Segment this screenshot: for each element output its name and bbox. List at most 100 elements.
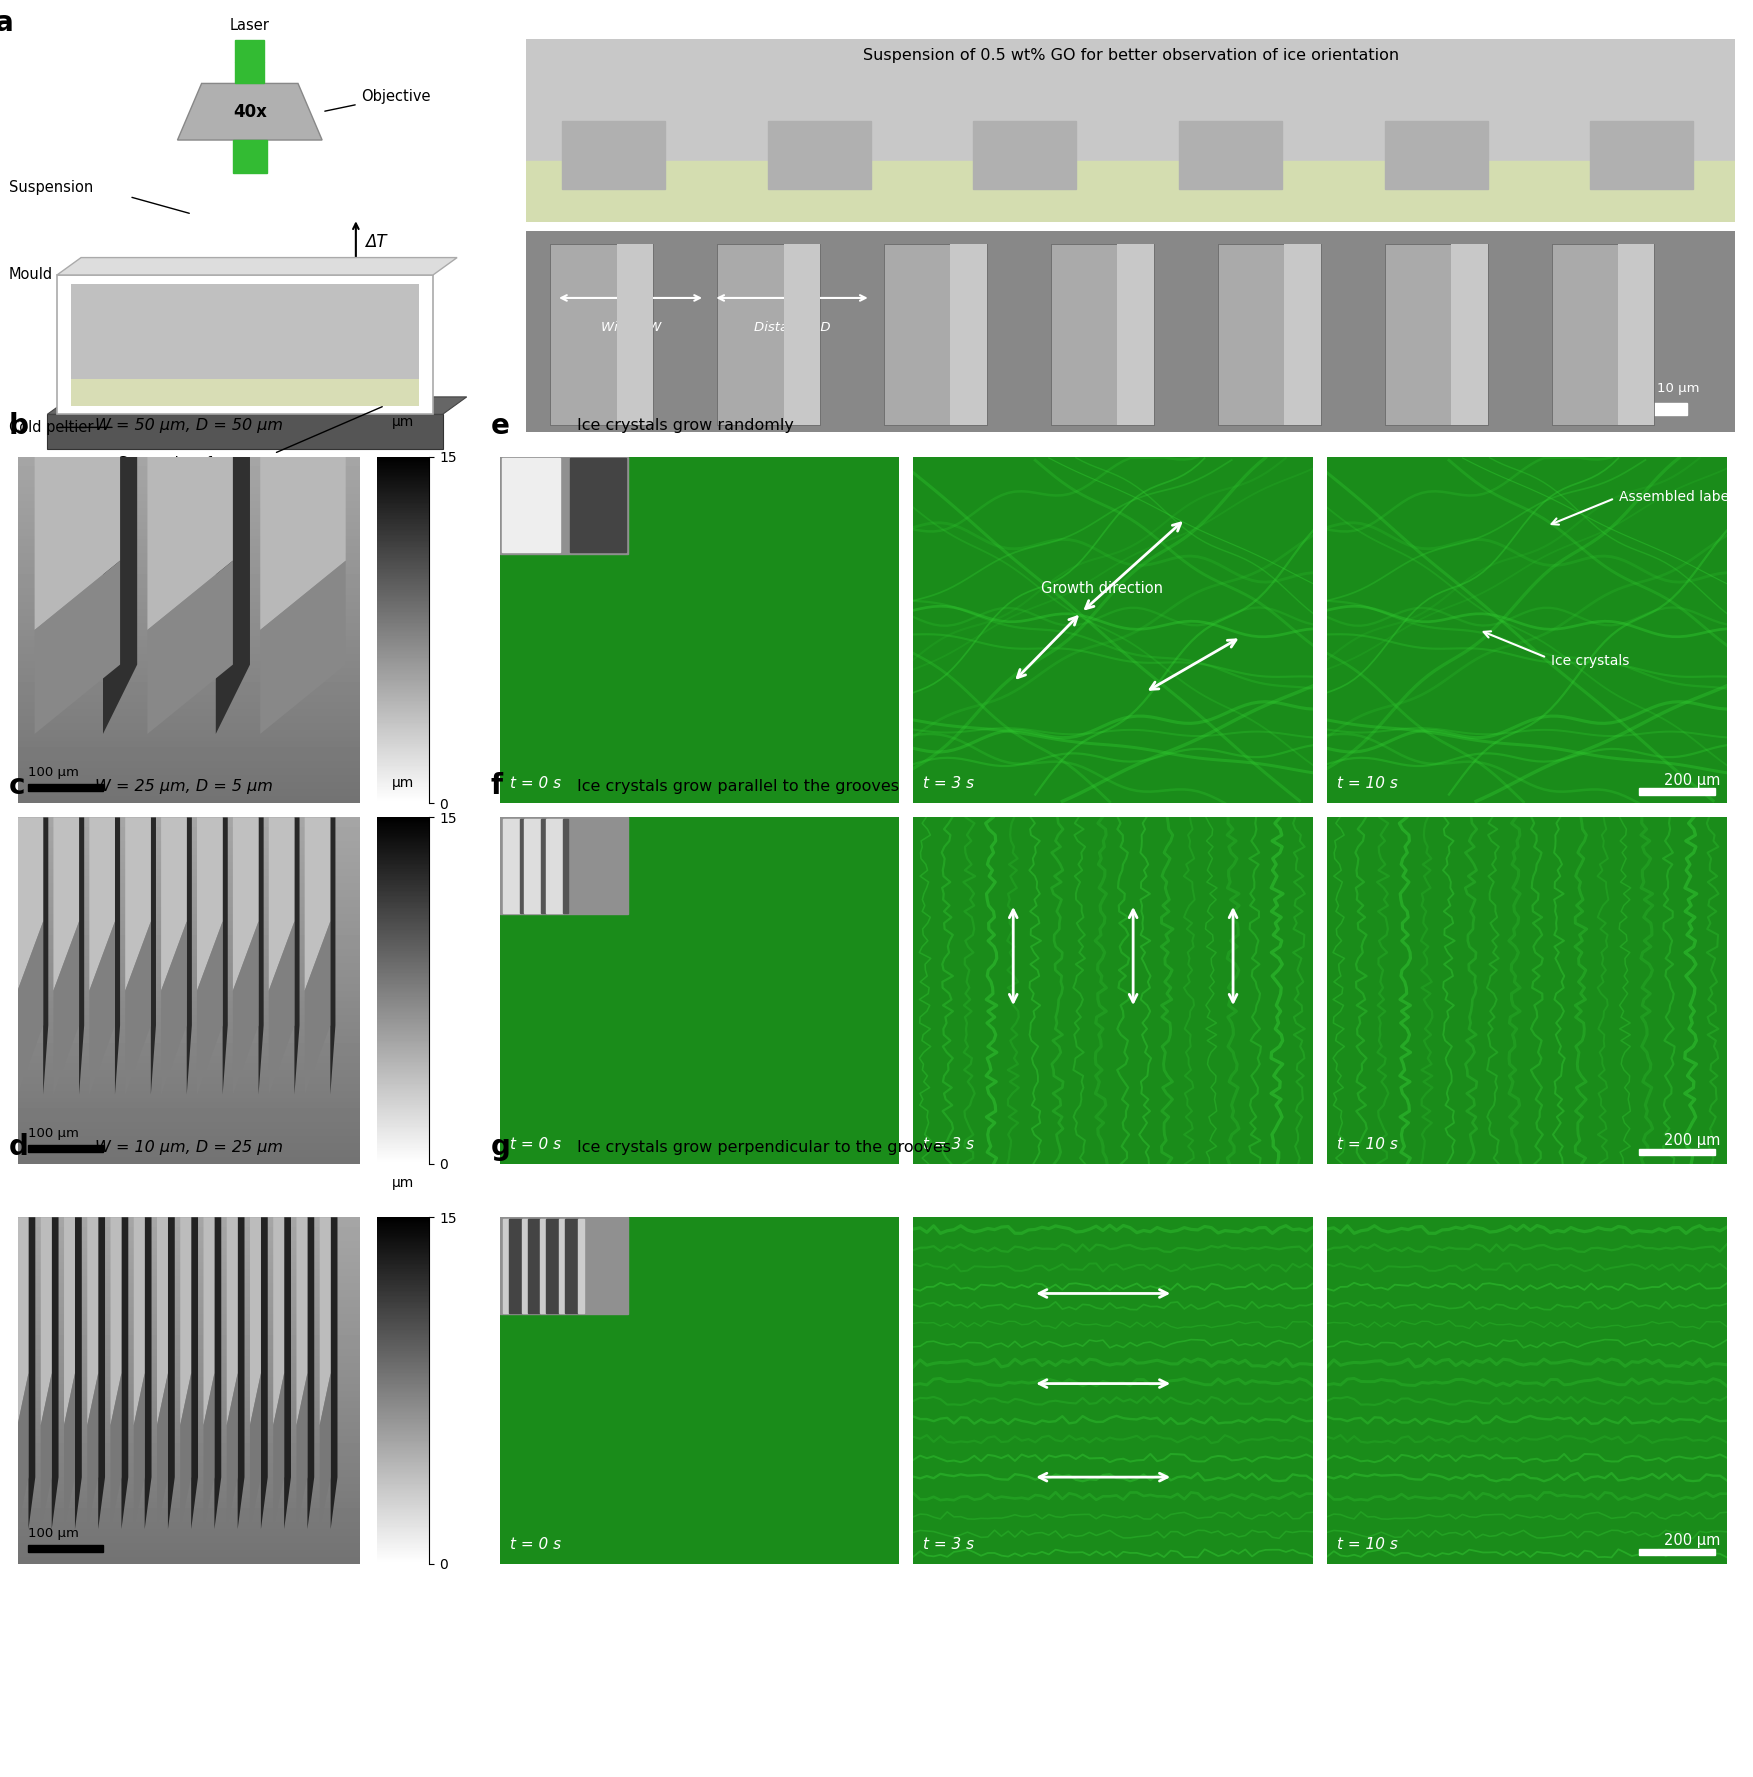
Bar	[500, 457, 628, 554]
Bar	[503, 1219, 508, 1313]
Polygon shape	[188, 817, 191, 1095]
Polygon shape	[161, 920, 188, 1095]
Polygon shape	[295, 817, 300, 1095]
Text: µm: µm	[393, 1176, 414, 1189]
Polygon shape	[331, 1217, 338, 1528]
Bar	[1639, 1550, 1714, 1555]
Text: 200 μm: 200 μm	[1664, 1134, 1721, 1148]
Bar	[1117, 245, 1153, 425]
Polygon shape	[18, 920, 44, 1095]
Polygon shape	[88, 1374, 98, 1528]
Bar	[564, 1219, 578, 1313]
Polygon shape	[18, 1217, 28, 1425]
Text: Width, W: Width, W	[601, 322, 661, 334]
Bar	[950, 245, 987, 425]
Polygon shape	[196, 817, 223, 992]
Polygon shape	[216, 457, 251, 734]
Polygon shape	[35, 457, 119, 629]
Bar	[1551, 245, 1655, 425]
Bar	[550, 245, 652, 425]
Polygon shape	[79, 817, 84, 1095]
Text: Ice crystals grow parallel to the grooves: Ice crystals grow parallel to the groove…	[577, 778, 899, 794]
Polygon shape	[89, 920, 116, 1095]
Text: W = 10 μm, D = 25 μm: W = 10 μm, D = 25 μm	[95, 1139, 282, 1155]
Polygon shape	[251, 1374, 261, 1528]
Bar	[1451, 245, 1488, 425]
Polygon shape	[168, 1217, 175, 1528]
Polygon shape	[319, 1217, 331, 1425]
Polygon shape	[158, 1374, 168, 1528]
Polygon shape	[296, 1217, 307, 1425]
Bar	[542, 819, 545, 913]
Bar	[235, 39, 265, 62]
Text: Objective: Objective	[324, 89, 429, 112]
Polygon shape	[233, 920, 258, 1095]
Polygon shape	[296, 1374, 307, 1528]
Text: Ice crystals grow perpendicular to the grooves: Ice crystals grow perpendicular to the g…	[577, 1139, 950, 1155]
Polygon shape	[110, 1374, 121, 1528]
Bar	[1618, 245, 1655, 425]
Bar	[570, 458, 626, 553]
Polygon shape	[268, 920, 295, 1095]
Polygon shape	[89, 817, 116, 992]
Text: Mould: Mould	[9, 268, 53, 283]
Polygon shape	[268, 817, 295, 992]
Bar	[233, 140, 266, 172]
Polygon shape	[273, 1217, 284, 1425]
Polygon shape	[259, 457, 345, 629]
Text: 10 μm: 10 μm	[1657, 382, 1699, 394]
Polygon shape	[238, 1217, 244, 1528]
Bar	[1385, 245, 1488, 425]
Polygon shape	[18, 1374, 28, 1528]
Bar	[563, 121, 664, 188]
Bar	[528, 1219, 540, 1313]
Polygon shape	[116, 817, 119, 1095]
Text: t = 10 s: t = 10 s	[1338, 777, 1397, 791]
Bar	[717, 245, 820, 425]
Polygon shape	[284, 1217, 291, 1528]
Polygon shape	[147, 560, 233, 734]
Polygon shape	[40, 1374, 53, 1528]
Polygon shape	[35, 560, 119, 734]
Text: b: b	[9, 412, 28, 439]
Bar	[526, 162, 1735, 222]
Text: µm: µm	[393, 416, 414, 428]
Text: 100 μm: 100 μm	[28, 766, 79, 778]
Polygon shape	[261, 1217, 268, 1528]
Text: t = 0 s: t = 0 s	[510, 1137, 561, 1151]
Polygon shape	[53, 1217, 58, 1528]
Text: e: e	[491, 412, 510, 439]
Polygon shape	[110, 1217, 121, 1425]
Polygon shape	[307, 1217, 314, 1528]
Text: t = 3 s: t = 3 s	[924, 777, 975, 791]
Polygon shape	[191, 1217, 198, 1528]
Polygon shape	[40, 1217, 53, 1425]
Polygon shape	[18, 817, 44, 992]
Bar	[500, 817, 628, 915]
Text: t = 0 s: t = 0 s	[510, 1537, 561, 1551]
Polygon shape	[75, 1217, 82, 1528]
Bar	[617, 245, 652, 425]
Text: g: g	[491, 1134, 510, 1160]
Polygon shape	[203, 1374, 214, 1528]
Polygon shape	[251, 1217, 261, 1425]
Polygon shape	[53, 817, 79, 992]
Bar	[545, 819, 563, 913]
Bar	[1590, 121, 1693, 188]
Polygon shape	[305, 920, 330, 1095]
Text: Cold peltier: Cold peltier	[9, 419, 93, 435]
Polygon shape	[98, 1217, 105, 1528]
Polygon shape	[181, 1374, 191, 1528]
Text: W = 25 μm, D = 5 μm: W = 25 μm, D = 5 μm	[95, 778, 272, 794]
Polygon shape	[330, 817, 335, 1095]
Text: W = 50 μm, D = 50 μm: W = 50 μm, D = 50 μm	[95, 418, 282, 434]
Polygon shape	[145, 1217, 151, 1528]
Text: 200 μm: 200 μm	[1664, 773, 1721, 787]
Bar	[559, 1219, 564, 1313]
Text: 100 μm: 100 μm	[28, 1526, 79, 1539]
Bar	[547, 1219, 559, 1313]
Text: Ice crystals: Ice crystals	[1551, 654, 1629, 668]
Polygon shape	[305, 817, 330, 992]
Text: Assembled labelled-GO: Assembled labelled-GO	[1618, 489, 1753, 503]
Bar	[1285, 245, 1320, 425]
